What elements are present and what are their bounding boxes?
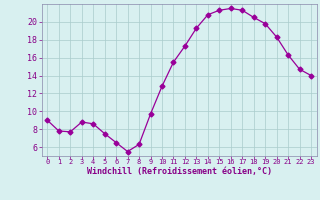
X-axis label: Windchill (Refroidissement éolien,°C): Windchill (Refroidissement éolien,°C) <box>87 167 272 176</box>
